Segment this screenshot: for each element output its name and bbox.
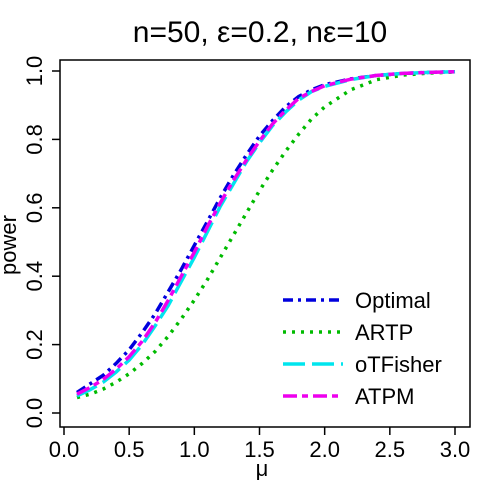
x-tick-label: 1.5 bbox=[244, 437, 275, 462]
legend: Optimal ARTP oTFisher ATPM bbox=[283, 288, 442, 409]
y-axis-label: power bbox=[0, 215, 21, 275]
legend-label-atpm: ATPM bbox=[355, 384, 414, 409]
x-tick-label: 0.0 bbox=[49, 437, 80, 462]
x-tick-label: 0.5 bbox=[114, 437, 145, 462]
y-axis: 0.0 0.2 0.4 0.6 0.8 1.0 bbox=[22, 56, 60, 429]
x-tick-label: 3.0 bbox=[440, 437, 471, 462]
x-tick-label: 2.0 bbox=[309, 437, 340, 462]
series-line-atpm bbox=[76, 69, 456, 396]
x-axis: 0.0 0.5 1.0 1.5 2.0 2.5 3.0 bbox=[49, 427, 471, 462]
series-line-otfisher bbox=[76, 69, 456, 398]
y-tick-label: 1.0 bbox=[22, 56, 47, 87]
x-tick-label: 1.0 bbox=[179, 437, 210, 462]
chart-title: n=50, ε=0.2, nε=10 bbox=[133, 16, 387, 49]
y-tick-label: 0.2 bbox=[22, 329, 47, 360]
y-tick-label: 0.0 bbox=[22, 398, 47, 429]
legend-label-artp: ARTP bbox=[355, 320, 413, 345]
y-tick-label: 0.8 bbox=[22, 124, 47, 155]
legend-label-optimal: Optimal bbox=[355, 288, 431, 313]
x-axis-label: μ bbox=[256, 456, 269, 481]
series-layer bbox=[76, 69, 456, 400]
plot-frame bbox=[59, 59, 471, 428]
y-tick-label: 0.4 bbox=[22, 261, 47, 292]
y-tick-label: 0.6 bbox=[22, 193, 47, 224]
legend-label-otfisher: oTFisher bbox=[355, 352, 442, 377]
x-tick-label: 2.5 bbox=[375, 437, 406, 462]
